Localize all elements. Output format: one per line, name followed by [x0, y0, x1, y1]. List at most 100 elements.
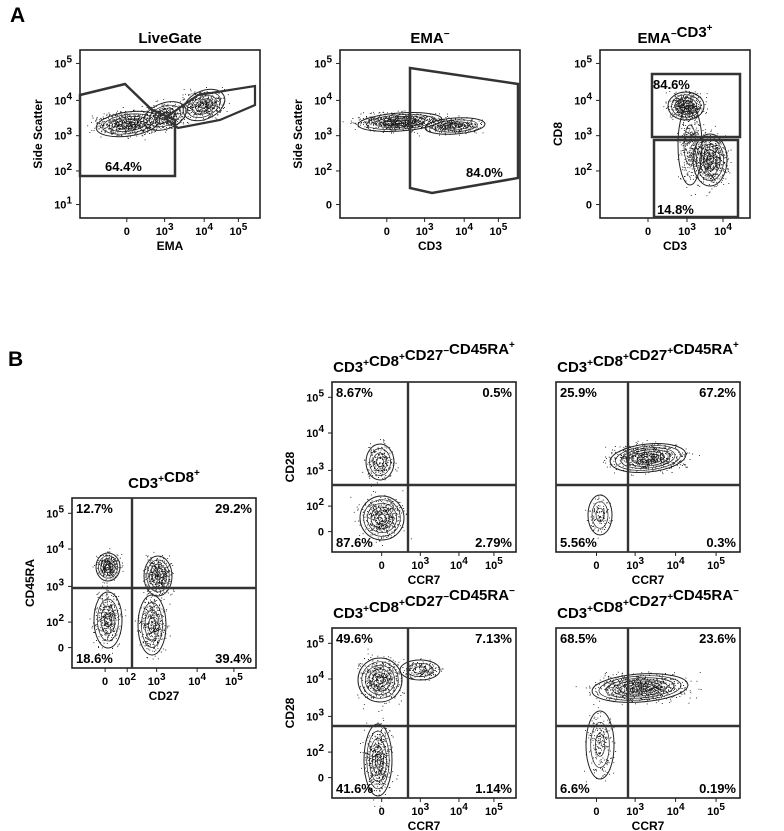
contour-line [143, 555, 173, 597]
y-tick-label: 104 [54, 91, 72, 107]
event-dots [89, 585, 127, 655]
contour-line [369, 738, 387, 782]
contour-line [182, 88, 226, 122]
contour-line [625, 683, 655, 693]
x-tick-label: 0 [384, 226, 390, 238]
gate-percent-label: 41.6% [336, 781, 373, 796]
y-tick-label: 104 [306, 424, 324, 440]
x-tick-label: 104 [455, 222, 473, 238]
contour-line [364, 664, 396, 696]
x-tick-label: 0 [645, 226, 651, 238]
x-tick-label: 103 [156, 222, 174, 238]
x-tick-label: 103 [411, 802, 429, 818]
contour-line [359, 495, 405, 541]
x-tick-label: 103 [148, 672, 166, 688]
y-tick-label: 0 [318, 773, 324, 785]
plot-frame [555, 381, 741, 553]
y-axis-label: Side Scatter [31, 99, 45, 169]
x-tick-label: 104 [450, 802, 468, 818]
plot-frame [71, 497, 257, 669]
x-axis-label: CCR7 [632, 573, 665, 587]
event-dots [397, 658, 444, 681]
contour-line [95, 552, 121, 582]
contour-line [424, 117, 486, 135]
y-tick-label: 104 [306, 670, 324, 686]
gate-percent-label: 64.4% [105, 159, 142, 174]
contour-line [590, 721, 610, 769]
contour-line [585, 710, 615, 780]
x-tick-label: 0 [102, 676, 108, 688]
plot-5: CD3+CD8+CD27−CD45RA+ 0 103 104 105 105 104 103 1… [283, 340, 517, 587]
contour-line [154, 571, 162, 581]
x-tick-label: 105 [485, 556, 503, 572]
y-tick-label: 105 [306, 388, 324, 404]
contour-line [93, 591, 123, 649]
contour-line [100, 605, 116, 635]
contour-line [674, 97, 698, 115]
contour-line [609, 443, 687, 473]
plot-title: LiveGate [138, 30, 201, 47]
plot-title: EMA− [410, 29, 449, 47]
plot-2: EMA− 0 103 104 105 105 104 103 102 0 CD3 Side Scatt… [291, 29, 521, 253]
contour-line [626, 449, 670, 467]
contour-line [439, 121, 471, 131]
gate-percent-label: 7.13% [475, 631, 512, 646]
gate-percent-label: 6.6% [560, 781, 590, 796]
contour-line [677, 104, 703, 186]
contour-line [399, 659, 441, 681]
panel-b-letter: B [8, 348, 23, 371]
gate-percent-label: 18.6% [76, 651, 113, 666]
gate-percent-label: 0.3% [706, 535, 736, 550]
x-tick-label: 103 [626, 802, 644, 818]
gate-percent-label: 14.8% [657, 202, 694, 217]
contour-line [95, 110, 161, 138]
contour-line [375, 675, 385, 685]
y-axis-label: CD45RA [23, 559, 37, 607]
contour-line [146, 559, 170, 593]
gate-percent-label: 8.67% [336, 385, 373, 400]
contour-line [102, 113, 154, 135]
x-tick-label: 0 [124, 226, 130, 238]
plot-1: LiveGate 0 103 104 105 105 104 103 102 101 EMA Side… [31, 30, 261, 253]
contour-line [432, 119, 478, 133]
plot-title: CD3+CD8+CD27−CD45RA+ [333, 340, 515, 376]
contour-line [632, 685, 648, 691]
contour-line [114, 118, 142, 130]
x-tick-label: 105 [707, 802, 725, 818]
plot-title: CD3+CD8+ [128, 468, 200, 492]
y-axis-label: Side Scatter [291, 99, 305, 169]
x-tick-label: 104 [667, 802, 685, 818]
plot-8: CD3+CD8+CD27+CD45RA− 0 103 104 105 CCR7 68.5% 2… [555, 586, 741, 831]
contour-line [191, 95, 217, 115]
event-dots [418, 115, 486, 137]
contour-line [406, 662, 434, 678]
y-tick-label: 102 [46, 613, 64, 629]
y-tick-label: 101 [54, 196, 72, 212]
x-axis-label: CD3 [663, 239, 687, 253]
y-tick-label: 104 [574, 91, 592, 107]
y-tick-label: 103 [306, 707, 324, 723]
gate-percent-label: 1.14% [475, 781, 512, 796]
contour-line [152, 567, 164, 585]
event-dots [134, 585, 172, 660]
contour-line [372, 672, 388, 688]
contour-line [366, 502, 398, 534]
contour-line [412, 666, 428, 674]
x-tick-label: 0 [593, 560, 599, 572]
contour-line [154, 108, 176, 124]
y-tick-label: 102 [306, 497, 324, 513]
contour-line [612, 679, 668, 697]
contour-line [391, 119, 409, 125]
contour-line [98, 555, 118, 579]
contour-line [631, 451, 665, 465]
gate-percent-label: 67.2% [699, 385, 736, 400]
x-tick-label: 105 [485, 802, 503, 818]
y-tick-label: 104 [314, 91, 332, 107]
contour-line [447, 123, 463, 129]
contour-line [137, 594, 167, 656]
gate-percent-label: 12.7% [76, 501, 113, 516]
y-tick-label: 105 [574, 54, 592, 70]
contour-line [683, 124, 697, 166]
y-tick-label: 0 [326, 200, 332, 212]
